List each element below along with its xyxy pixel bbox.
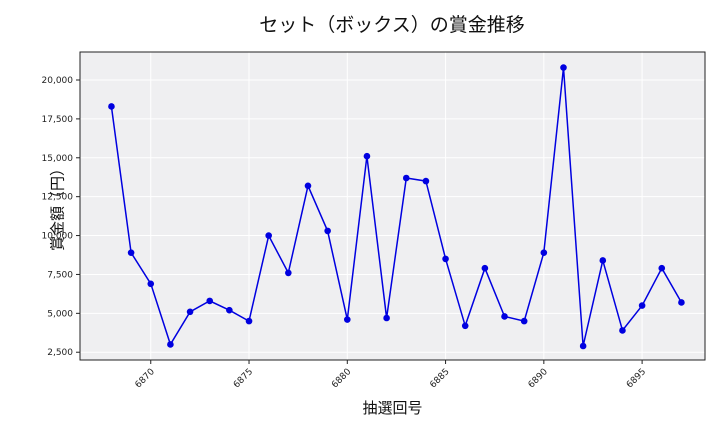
y-tick-label: 7,500 <box>47 270 73 280</box>
x-axis-label: 抽選回号 <box>362 399 423 417</box>
data-point <box>245 317 253 325</box>
chart-title: セット（ボックス）の賞金推移 <box>259 14 525 36</box>
y-tick-label: 15,000 <box>42 154 74 164</box>
data-point <box>678 299 685 306</box>
data-point <box>265 232 272 239</box>
data-point <box>619 327 626 334</box>
data-point <box>658 264 666 272</box>
data-point <box>127 249 135 256</box>
data-point <box>442 255 449 263</box>
data-point <box>108 103 115 110</box>
data-point <box>226 306 233 314</box>
x-tick-label: 6880 <box>330 367 353 390</box>
data-point <box>147 280 155 288</box>
x-tick-label: 6895 <box>625 367 648 390</box>
data-point <box>638 302 646 309</box>
y-tick-label: 2,500 <box>47 348 73 358</box>
y-tick-label: 10,000 <box>42 232 74 242</box>
data-point <box>501 313 508 320</box>
data-point <box>579 342 587 350</box>
data-point <box>599 257 607 264</box>
data-point <box>343 316 351 323</box>
plot-area <box>80 52 705 360</box>
data-point <box>363 152 371 160</box>
data-point <box>167 341 174 348</box>
x-tick-label: 6890 <box>527 367 550 390</box>
data-point <box>206 297 214 305</box>
data-point <box>383 314 390 322</box>
data-point <box>422 177 430 185</box>
grid-lines <box>80 52 705 360</box>
plot-frame <box>79 51 706 361</box>
x-tick-label: 6870 <box>134 367 157 390</box>
y-axis-ticks: 2,500 5,000 7,500 10,000 12,500 15,000 17,500 2… <box>42 76 80 358</box>
x-tick-label: 6885 <box>428 367 451 390</box>
y-tick-label: 12,500 <box>42 193 74 203</box>
data-point <box>461 322 469 330</box>
data-point <box>324 227 331 235</box>
x-axis-ticks: 6870 6875 6880 6885 6890 6895 <box>134 360 648 390</box>
data-point <box>520 317 528 325</box>
y-tick-label: 17,500 <box>42 115 74 125</box>
y-tick-label: 20,000 <box>42 76 74 86</box>
data-point <box>402 174 410 182</box>
data-point <box>540 249 548 256</box>
data-point <box>481 264 489 272</box>
data-point <box>186 308 194 316</box>
data-point-markers <box>108 64 685 350</box>
y-tick-label: 5,000 <box>47 309 73 319</box>
series-line <box>110 67 683 347</box>
data-point <box>285 269 292 277</box>
x-tick-label: 6875 <box>232 367 255 390</box>
data-point <box>304 182 312 190</box>
data-point <box>560 64 567 71</box>
